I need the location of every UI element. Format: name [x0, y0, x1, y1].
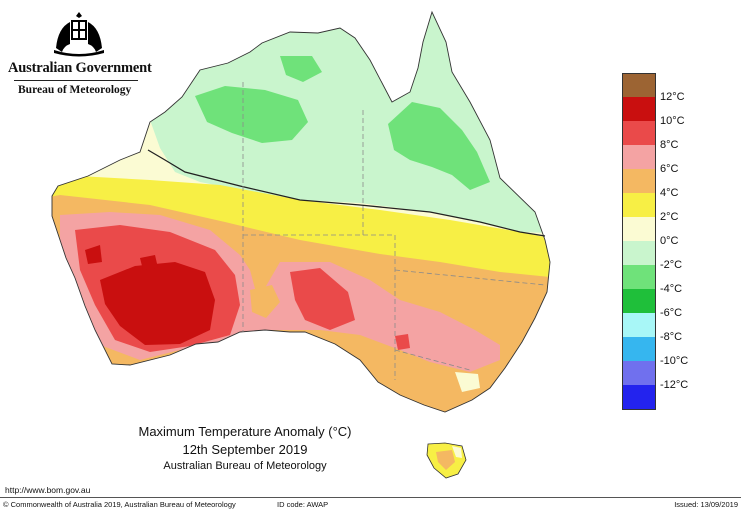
legend-swatch	[622, 97, 656, 121]
legend-swatch	[622, 145, 656, 169]
legend-label: 8°C	[660, 139, 679, 151]
legend-label: -2°C	[660, 259, 683, 271]
coat-of-arms-icon	[54, 12, 104, 57]
legend-label: 10°C	[660, 115, 685, 127]
legend-label: 12°C	[660, 91, 685, 103]
gov-logo-block: Australian Government Bureau of Meteorol…	[8, 8, 152, 96]
gov-name: Australian Government	[8, 60, 152, 76]
bom-url-link[interactable]: http://www.bom.gov.au	[5, 485, 91, 495]
legend-swatch	[622, 289, 656, 313]
legend-swatch	[622, 169, 656, 193]
legend-swatch	[622, 73, 656, 98]
copyright-text: © Commonwealth of Australia 2019, Austra…	[3, 500, 236, 509]
legend-swatch	[622, 337, 656, 361]
footer-divider	[0, 497, 741, 498]
legend-label: -10°C	[660, 355, 689, 367]
issued-date-text: Issued: 13/09/2019	[674, 500, 738, 509]
legend-swatch	[622, 313, 656, 337]
legend-swatch	[622, 193, 656, 217]
legend-swatch	[622, 217, 656, 241]
legend-swatch	[622, 241, 656, 265]
legend-label: 4°C	[660, 187, 679, 199]
map-title: Maximum Temperature Anomaly (°C)	[138, 424, 352, 439]
bureau-name: Bureau of Meteorology	[18, 84, 132, 96]
legend-swatch	[622, 121, 656, 145]
coastline	[51, 10, 551, 413]
legend-swatch	[622, 385, 656, 410]
header-divider	[14, 80, 138, 81]
state-boundaries	[242, 82, 546, 380]
map-source: Australian Bureau of Meteorology	[163, 460, 327, 472]
legend-label: 6°C	[660, 163, 679, 175]
legend-swatch	[622, 265, 656, 289]
legend-label: -6°C	[660, 307, 683, 319]
legend-label: -4°C	[660, 283, 683, 295]
zero-anomaly-contour	[147, 149, 546, 237]
legend-swatch	[622, 361, 656, 385]
map-date: 12th September 2019	[182, 442, 308, 457]
legend-label: -12°C	[660, 379, 689, 391]
legend-label: 0°C	[660, 235, 679, 247]
legend-label: -8°C	[660, 331, 683, 343]
legend-label: 2°C	[660, 211, 679, 223]
map-caption: Maximum Temperature Anomaly (°C) 12th Se…	[100, 424, 390, 472]
id-code-text: ID code: AWAP	[277, 500, 329, 509]
